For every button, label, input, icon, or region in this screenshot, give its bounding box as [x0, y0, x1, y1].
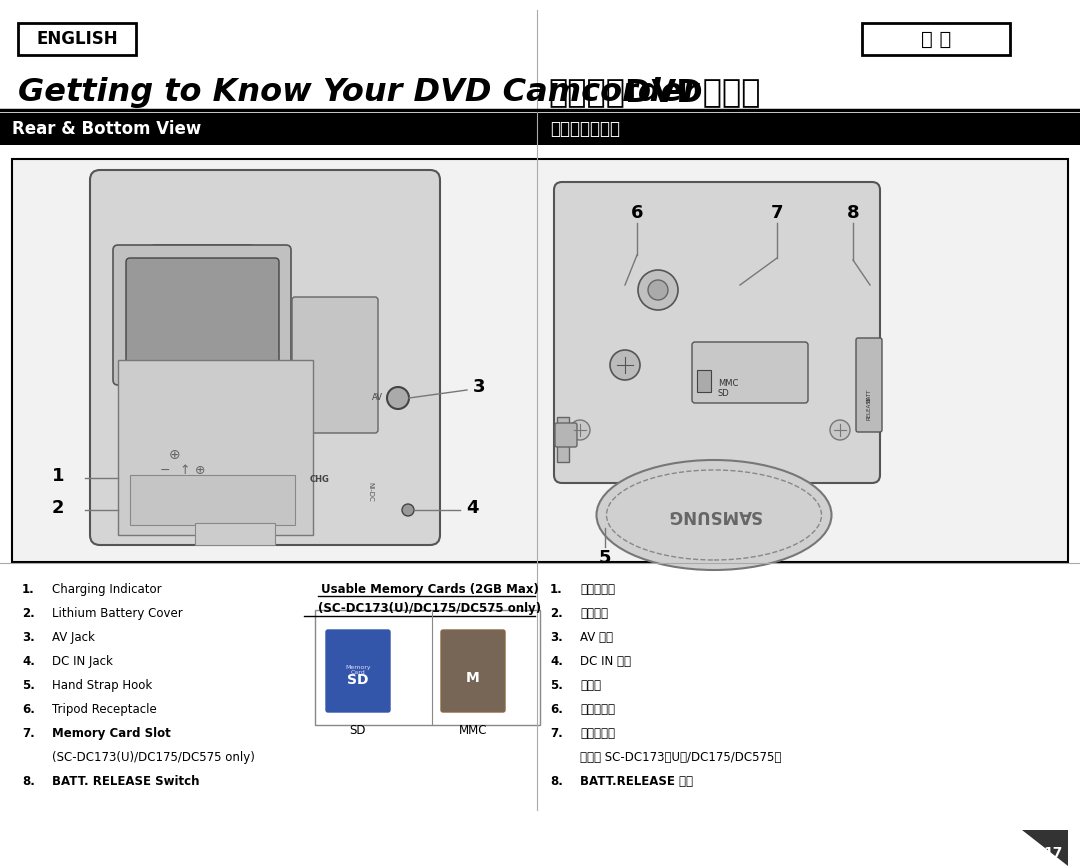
Text: 6.: 6. — [550, 703, 563, 716]
Text: M: M — [467, 671, 480, 685]
Text: DC IN Jack: DC IN Jack — [52, 655, 113, 668]
Text: Charging Indicator: Charging Indicator — [52, 583, 162, 596]
Text: ⊕: ⊕ — [170, 448, 180, 462]
FancyBboxPatch shape — [113, 245, 291, 385]
Text: 1: 1 — [52, 467, 64, 485]
Text: RELEASE: RELEASE — [866, 396, 872, 420]
Text: Memory Card Slot: Memory Card Slot — [52, 727, 171, 740]
Text: AV Jack: AV Jack — [52, 631, 95, 644]
Text: 锂电池盖: 锂电池盖 — [580, 607, 608, 620]
FancyBboxPatch shape — [326, 630, 390, 712]
Text: 5.: 5. — [22, 679, 35, 692]
Text: 记忆卡插槽: 记忆卡插槽 — [580, 727, 615, 740]
Text: BATT. RELEASE Switch: BATT. RELEASE Switch — [52, 775, 200, 788]
Text: AV 插孔: AV 插孔 — [580, 631, 613, 644]
FancyBboxPatch shape — [126, 258, 279, 376]
Bar — [12, 159, 1068, 562]
Text: NI-DC: NI-DC — [367, 482, 373, 502]
FancyBboxPatch shape — [441, 630, 505, 712]
Text: ⊕: ⊕ — [194, 463, 205, 476]
Circle shape — [638, 270, 678, 310]
Text: (SC-DC173(U)/DC175/DC575 only): (SC-DC173(U)/DC175/DC575 only) — [319, 602, 541, 615]
FancyBboxPatch shape — [90, 170, 440, 545]
Text: CHG: CHG — [310, 475, 329, 484]
Text: BATT: BATT — [866, 388, 872, 402]
Text: −: − — [160, 463, 171, 476]
Text: 了解您的DVD摄像机: 了解您的DVD摄像机 — [548, 77, 760, 108]
Circle shape — [831, 420, 850, 440]
Bar — [0, 113, 537, 145]
Text: 充电指示符: 充电指示符 — [580, 583, 615, 596]
Text: Memory
Card: Memory Card — [346, 664, 370, 675]
Circle shape — [570, 420, 590, 440]
FancyBboxPatch shape — [292, 297, 378, 433]
Text: SD: SD — [718, 389, 730, 397]
Text: 三角架接口: 三角架接口 — [580, 703, 615, 716]
Text: 4.: 4. — [550, 655, 563, 668]
Bar — [557, 417, 569, 462]
Text: 3.: 3. — [22, 631, 35, 644]
Text: 2: 2 — [52, 499, 64, 517]
Text: SD: SD — [348, 673, 368, 687]
FancyBboxPatch shape — [150, 245, 255, 315]
FancyBboxPatch shape — [856, 338, 882, 432]
Text: SD: SD — [350, 723, 366, 736]
Text: 17: 17 — [1043, 846, 1063, 860]
FancyBboxPatch shape — [555, 423, 577, 447]
Text: 2.: 2. — [22, 607, 35, 620]
Text: 8.: 8. — [550, 775, 563, 788]
Text: SAMSUNG: SAMSUNG — [666, 506, 761, 524]
Bar — [315, 610, 540, 725]
Text: 8.: 8. — [22, 775, 35, 788]
Text: 7: 7 — [771, 204, 783, 222]
Polygon shape — [1022, 830, 1068, 866]
Circle shape — [648, 280, 669, 300]
Bar — [130, 475, 295, 525]
Bar — [697, 370, 711, 392]
Bar — [537, 113, 1080, 145]
Text: 7.: 7. — [22, 727, 35, 740]
Circle shape — [387, 387, 409, 409]
Text: 5.: 5. — [550, 679, 563, 692]
Text: 4: 4 — [465, 499, 478, 517]
Text: Tripod Receptacle: Tripod Receptacle — [52, 703, 157, 716]
FancyBboxPatch shape — [554, 182, 880, 483]
Text: 8: 8 — [847, 204, 860, 222]
Bar — [195, 523, 275, 545]
Text: ENGLISH: ENGLISH — [37, 30, 118, 48]
Text: (SC-DC173(U)/DC175/DC575 only): (SC-DC173(U)/DC175/DC575 only) — [52, 751, 255, 764]
Text: 3.: 3. — [550, 631, 563, 644]
Text: Hand Strap Hook: Hand Strap Hook — [52, 679, 152, 692]
Text: 4.: 4. — [22, 655, 35, 668]
Text: 后视图和底视图: 后视图和底视图 — [550, 120, 620, 138]
Text: 中 文: 中 文 — [921, 29, 951, 48]
FancyBboxPatch shape — [18, 23, 136, 55]
Text: Getting to Know Your DVD Camcorder: Getting to Know Your DVD Camcorder — [18, 77, 699, 108]
Text: 手带钉: 手带钉 — [580, 679, 600, 692]
Text: 1.: 1. — [550, 583, 563, 596]
Text: MMC: MMC — [718, 378, 739, 387]
Bar — [118, 360, 313, 535]
Text: MMC: MMC — [459, 723, 487, 736]
Text: 2.: 2. — [550, 607, 563, 620]
Text: AV: AV — [372, 393, 383, 403]
Ellipse shape — [596, 460, 832, 570]
FancyBboxPatch shape — [862, 23, 1010, 55]
Text: ↑: ↑ — [179, 463, 190, 476]
Text: Usable Memory Cards (2GB Max): Usable Memory Cards (2GB Max) — [321, 583, 539, 596]
Text: 3: 3 — [473, 378, 486, 396]
Circle shape — [610, 350, 640, 380]
Text: （仅限 SC-DC173（U）/DC175/DC575）: （仅限 SC-DC173（U）/DC175/DC575） — [580, 751, 781, 764]
Text: 1.: 1. — [22, 583, 35, 596]
Text: 7.: 7. — [550, 727, 563, 740]
Text: DC IN 插孔: DC IN 插孔 — [580, 655, 631, 668]
FancyBboxPatch shape — [692, 342, 808, 403]
Text: 5: 5 — [598, 549, 611, 567]
Text: BATT.RELEASE 开关: BATT.RELEASE 开关 — [580, 775, 693, 788]
Text: 6.: 6. — [22, 703, 35, 716]
Text: 6: 6 — [631, 204, 644, 222]
Circle shape — [402, 504, 414, 516]
Text: Rear & Bottom View: Rear & Bottom View — [12, 120, 201, 138]
Text: Lithium Battery Cover: Lithium Battery Cover — [52, 607, 183, 620]
